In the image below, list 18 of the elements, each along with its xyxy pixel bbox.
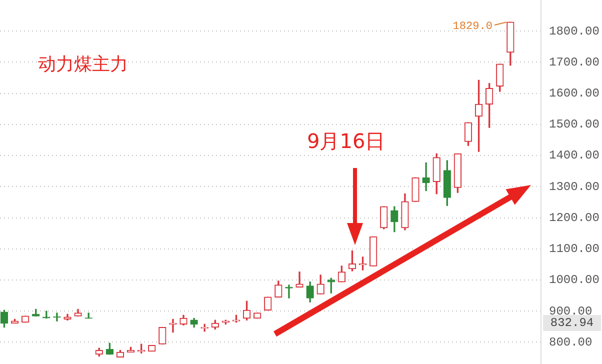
y-tick-label: 1800.00: [549, 24, 600, 38]
y-tick-label: 900.00: [549, 304, 592, 318]
candlestick: [53, 312, 61, 322]
y-tick-label: 1100.00: [549, 242, 600, 256]
candlestick: [296, 272, 304, 288]
y-tick-label: 1500.00: [549, 118, 600, 132]
y-tick-label: 1000.00: [549, 273, 600, 288]
annotation: 1829.0: [452, 20, 492, 33]
text: 832.94: [550, 316, 594, 330]
text: 动力煤主力: [38, 53, 128, 76]
y-tick-label: 1300.00: [549, 180, 600, 194]
y-tick-label: 1600.00: [549, 86, 600, 101]
y-tick-label: 1200.00: [549, 210, 600, 225]
y-tick-label: 1400.00: [549, 148, 600, 163]
annotation: 9月16日: [307, 129, 386, 154]
y-tick-label: 800.00: [549, 335, 592, 350]
candlestick: [422, 162, 430, 192]
y-tick-label: 1700.00: [549, 55, 600, 70]
